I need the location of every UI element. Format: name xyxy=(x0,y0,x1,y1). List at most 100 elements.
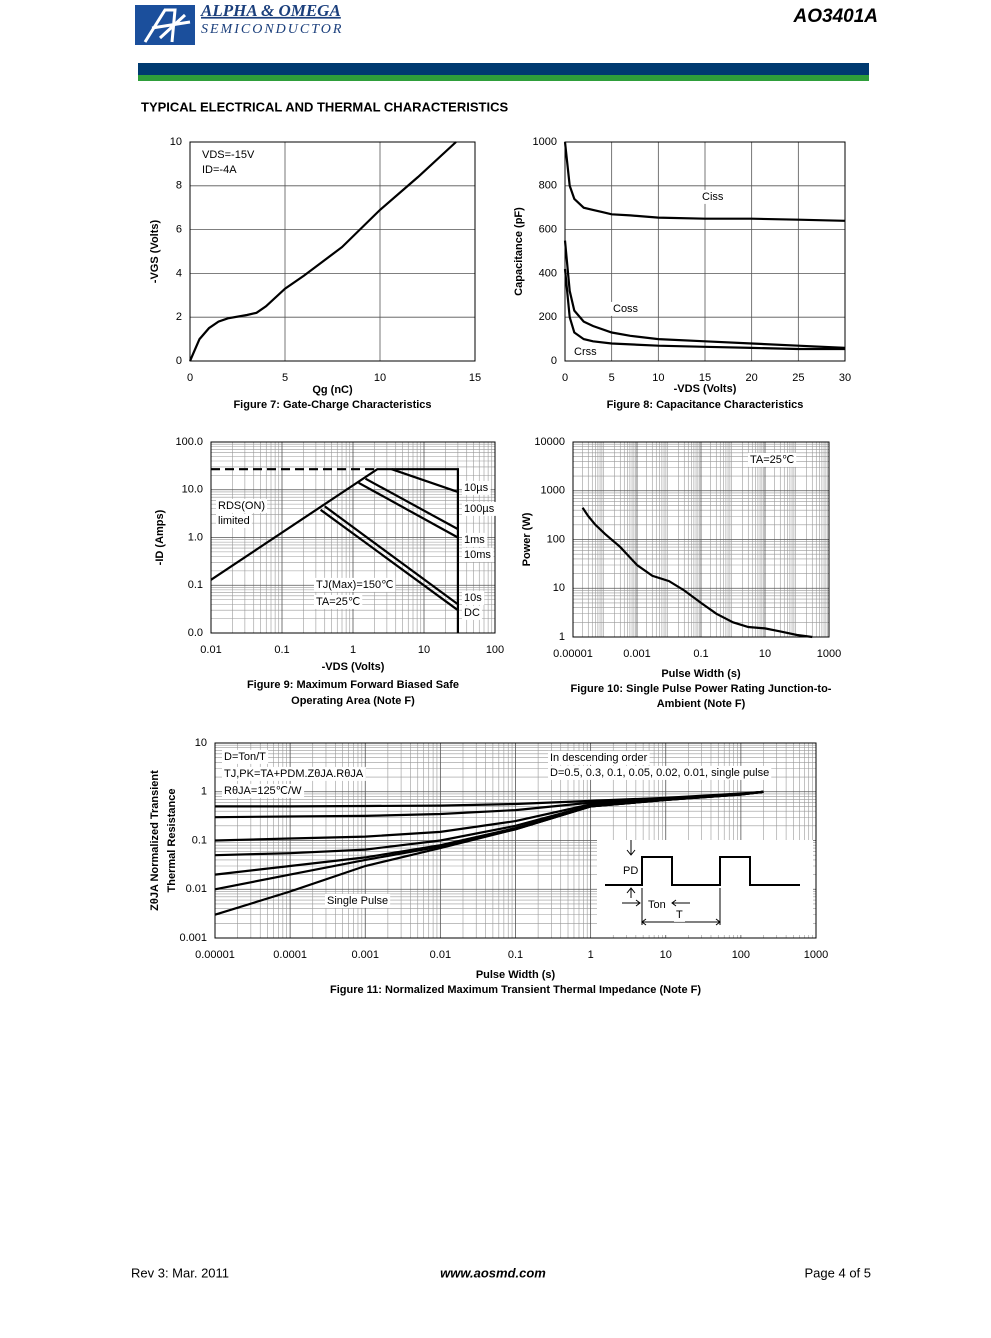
y-tick-label: 1000 xyxy=(533,136,557,148)
annotation: TJ(Max)=150℃ xyxy=(316,579,393,591)
label-background xyxy=(325,893,391,908)
x-axis-label: -VDS (Volts) xyxy=(674,383,737,395)
footer-revision: Rev 3: Mar. 2011 xyxy=(131,1265,229,1280)
series-line xyxy=(324,505,459,606)
y-tick-label: 10 xyxy=(553,582,565,594)
y-axis-label: Capacitance (pF) xyxy=(513,207,525,296)
y-tick-label: 10 xyxy=(170,136,182,148)
series-line xyxy=(563,141,846,222)
label-background xyxy=(462,590,485,605)
division: SEMICONDUCTOR xyxy=(201,22,343,37)
y-tick-label: 200 xyxy=(539,311,557,323)
x-tick-label: 30 xyxy=(839,372,851,384)
company: ALPHA & OMEGA xyxy=(200,1,341,20)
y-axis-label: -VGS (Volts) xyxy=(149,219,161,283)
series-label: Coss xyxy=(613,303,639,315)
annotation: VDS=-15V xyxy=(202,149,255,161)
x-tick-label: 0.001 xyxy=(351,949,379,961)
x-tick-label: 5 xyxy=(282,372,288,384)
y-tick-label: 100 xyxy=(547,533,565,545)
x-tick-label: 100 xyxy=(732,949,750,961)
y-tick-label: 0 xyxy=(176,355,182,367)
series-line xyxy=(188,141,457,362)
x-tick-label: 0.001 xyxy=(623,648,651,660)
x-tick-label: 1000 xyxy=(804,949,828,961)
y-axis-label: Thermal Resistance xyxy=(166,789,178,893)
x-tick-label: 0.1 xyxy=(274,644,289,656)
annotation: limited xyxy=(218,515,250,527)
series-label: 10µs xyxy=(464,482,489,494)
annotation: Single Pulse xyxy=(327,895,388,907)
label-background xyxy=(621,863,641,878)
label-background xyxy=(700,189,726,204)
x-axis-label: Pulse Width (s) xyxy=(661,668,741,680)
x-tick-label: 0 xyxy=(562,372,568,384)
x-tick-label: 1 xyxy=(588,949,594,961)
annotation: RθJA=125℃/W xyxy=(224,785,302,797)
series-label: 10s xyxy=(464,592,482,604)
series-line xyxy=(210,468,459,633)
y-tick-label: 6 xyxy=(176,224,182,236)
section-title: TYPICAL ELECTRICAL AND THERMAL CHARACTER… xyxy=(141,99,508,114)
header-bar xyxy=(138,75,869,81)
series-line xyxy=(563,240,846,349)
x-tick-label: 0 xyxy=(187,372,193,384)
x-tick-label: 1 xyxy=(350,644,356,656)
annotation: TJ,PK=TA+PDM.ZθJA.RθJA xyxy=(224,768,364,780)
footer-page: Page 4 of 5 xyxy=(805,1265,872,1280)
plot-frame xyxy=(210,441,496,634)
figure-caption: Figure 7: Gate-Charge Characteristics xyxy=(233,399,431,411)
y-tick-label: 0.1 xyxy=(188,579,203,591)
annotation: In descending order xyxy=(550,752,648,764)
label-background xyxy=(611,301,641,316)
y-tick-label: 0 xyxy=(551,355,557,367)
part-number: AO3401A xyxy=(793,6,879,27)
plot-area xyxy=(190,142,475,361)
x-axis-label: -VDS (Volts) xyxy=(322,661,385,673)
x-tick-label: 10 xyxy=(759,648,771,660)
x-axis-label: Qg (nC) xyxy=(312,384,353,396)
label-background xyxy=(216,498,268,513)
label-background xyxy=(216,513,252,528)
x-tick-label: 15 xyxy=(469,372,481,384)
annotation: D=0.5, 0.3, 0.1, 0.05, 0.02, 0.01, singl… xyxy=(550,767,769,779)
annotation: ID=-4A xyxy=(202,164,237,176)
y-axis-label: ZθJA Normalized Transient xyxy=(149,770,161,911)
label-background xyxy=(462,605,482,620)
y-tick-label: 10000 xyxy=(534,436,565,448)
annotation: TA=25℃ xyxy=(750,454,794,466)
y-tick-label: 8 xyxy=(176,180,182,192)
y-tick-label: 400 xyxy=(539,267,557,279)
series-label: 1ms xyxy=(464,534,485,546)
pulse-waveform xyxy=(605,856,800,886)
y-tick-label: 0.0 xyxy=(188,627,203,639)
logo-mark xyxy=(143,8,191,43)
label-background xyxy=(462,501,497,516)
x-tick-label: 0.00001 xyxy=(553,648,593,660)
label-background xyxy=(462,547,494,562)
annotation: Ton xyxy=(648,899,666,911)
x-tick-label: 20 xyxy=(746,372,758,384)
label-background xyxy=(462,532,488,547)
x-tick-label: 15 xyxy=(699,372,711,384)
y-tick-label: 0.001 xyxy=(179,932,207,944)
figure-caption: Figure 8: Capacitance Characteristics xyxy=(607,399,804,411)
x-tick-label: 25 xyxy=(792,372,804,384)
y-axis-label: Power (W) xyxy=(521,512,533,566)
series-line xyxy=(391,468,459,493)
figure-caption: Figure 10: Single Pulse Power Rating Jun… xyxy=(571,683,832,695)
y-tick-label: 10.0 xyxy=(182,484,203,496)
series-label: 10ms xyxy=(464,549,491,561)
label-background xyxy=(314,594,363,609)
y-tick-label: 1.0 xyxy=(188,531,203,543)
series-label: DC xyxy=(464,607,480,619)
series-label: Ciss xyxy=(702,191,724,203)
label-background xyxy=(314,577,396,592)
figure-caption: Figure 9: Maximum Forward Biased Safe xyxy=(247,679,459,691)
label-background xyxy=(462,480,491,495)
series-line xyxy=(581,507,813,639)
series-label: Crss xyxy=(574,346,597,358)
x-tick-label: 0.1 xyxy=(508,949,523,961)
y-tick-label: 0.1 xyxy=(192,834,207,846)
